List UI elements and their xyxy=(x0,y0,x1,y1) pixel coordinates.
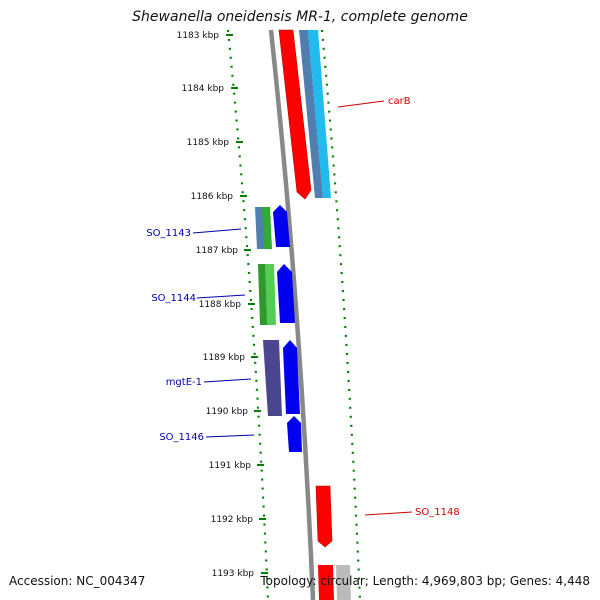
feature-so1143-green xyxy=(262,207,272,249)
leader-so1144 xyxy=(196,294,246,299)
feature-mgtE-purple xyxy=(263,340,282,416)
feature-mgtE-blue-arrow xyxy=(283,340,300,414)
tick-label-1189: 1189 kbp xyxy=(203,353,246,363)
feature-so1144-blue-arrow xyxy=(277,264,295,323)
gene-features xyxy=(255,29,351,600)
gene-labels: carB SO_1143 SO_1144 mgtE-1 SO_1146 SO_1… xyxy=(146,96,459,518)
feature-carB xyxy=(278,29,312,200)
gene-label-so1143[interactable]: SO_1143 xyxy=(146,228,191,239)
gene-label-mgtE[interactable]: mgtE-1 xyxy=(166,377,202,388)
feature-bottom-red xyxy=(318,565,334,600)
leader-so1146 xyxy=(205,434,255,438)
gene-label-so1144[interactable]: SO_1144 xyxy=(151,293,196,304)
feature-carB-steel xyxy=(299,30,323,198)
tick-label-1187: 1187 kbp xyxy=(196,246,239,256)
gene-label-carB[interactable]: carB xyxy=(388,96,411,107)
tick-label-1185: 1185 kbp xyxy=(187,138,230,148)
genome-backbone xyxy=(268,29,316,600)
label-leaders xyxy=(192,100,413,516)
feature-so1144-green-b xyxy=(265,264,276,325)
leader-so1143 xyxy=(192,228,242,234)
tick-label-1190: 1190 kbp xyxy=(206,407,249,417)
tick-marks xyxy=(226,34,268,574)
genome-summary-text: Topology: circular; Length: 4,969,803 bp… xyxy=(260,574,590,588)
feature-so1146-blue-arrow xyxy=(287,416,302,452)
feature-so1143-blue-arrow xyxy=(273,205,290,247)
leader-mgtE xyxy=(203,378,252,383)
tick-label-1188: 1188 kbp xyxy=(199,300,242,310)
tick-label-1183: 1183 kbp xyxy=(177,31,220,41)
accession-text: Accession: NC_004347 xyxy=(9,574,146,588)
tick-labels: 1183 kbp 1184 kbp 1185 kbp 1186 kbp 1187… xyxy=(177,31,255,579)
tick-label-1192: 1192 kbp xyxy=(211,515,254,525)
tick-label-1193: 1193 kbp xyxy=(212,569,255,579)
gene-label-so1148[interactable]: SO_1148 xyxy=(415,507,460,518)
tick-label-1184: 1184 kbp xyxy=(182,84,225,94)
feature-so1148 xyxy=(315,485,333,548)
leader-so1148 xyxy=(364,511,413,516)
gene-label-so1146[interactable]: SO_1146 xyxy=(159,432,204,443)
leader-carB xyxy=(337,100,385,108)
feature-bottom-grey xyxy=(336,565,351,600)
map-title: Shewanella oneidensis MR-1, complete gen… xyxy=(132,9,468,25)
tick-label-1186: 1186 kbp xyxy=(191,192,234,202)
tick-label-1191: 1191 kbp xyxy=(209,461,252,471)
feature-carB-cyan xyxy=(308,30,331,198)
